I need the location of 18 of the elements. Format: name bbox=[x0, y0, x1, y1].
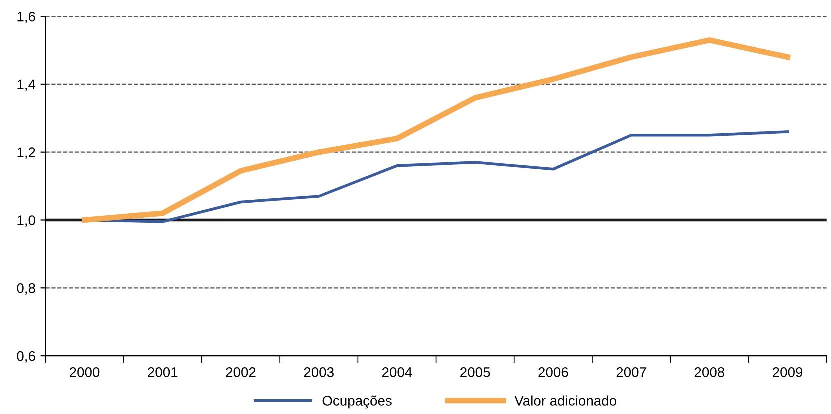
y-tick-label: 1,6 bbox=[18, 12, 36, 24]
x-tick-label: 2002 bbox=[226, 368, 256, 378]
legend-label: Ocupações bbox=[322, 396, 392, 409]
y-tick-label: 0,8 bbox=[17, 283, 36, 295]
x-tick-label: 2007 bbox=[616, 368, 646, 378]
x-tick-label: 2003 bbox=[304, 368, 334, 378]
x-tick-label: 2000 bbox=[70, 368, 100, 378]
x-tick-label: 2004 bbox=[382, 368, 412, 378]
x-tick-label: 2001 bbox=[148, 368, 178, 378]
x-tick-label: 2009 bbox=[773, 368, 803, 378]
legend-label: Valor adicionado bbox=[514, 396, 616, 406]
x-tick-label: 2008 bbox=[694, 368, 725, 378]
x-tick-label: 2005 bbox=[460, 368, 490, 378]
y-tick-label: 1,2 bbox=[18, 148, 36, 160]
x-tick-label: 2006 bbox=[538, 368, 568, 378]
y-tick-label: 1,0 bbox=[18, 216, 36, 228]
y-tick-label: 0,6 bbox=[17, 351, 36, 363]
y-tick-label: 1,4 bbox=[18, 80, 36, 92]
